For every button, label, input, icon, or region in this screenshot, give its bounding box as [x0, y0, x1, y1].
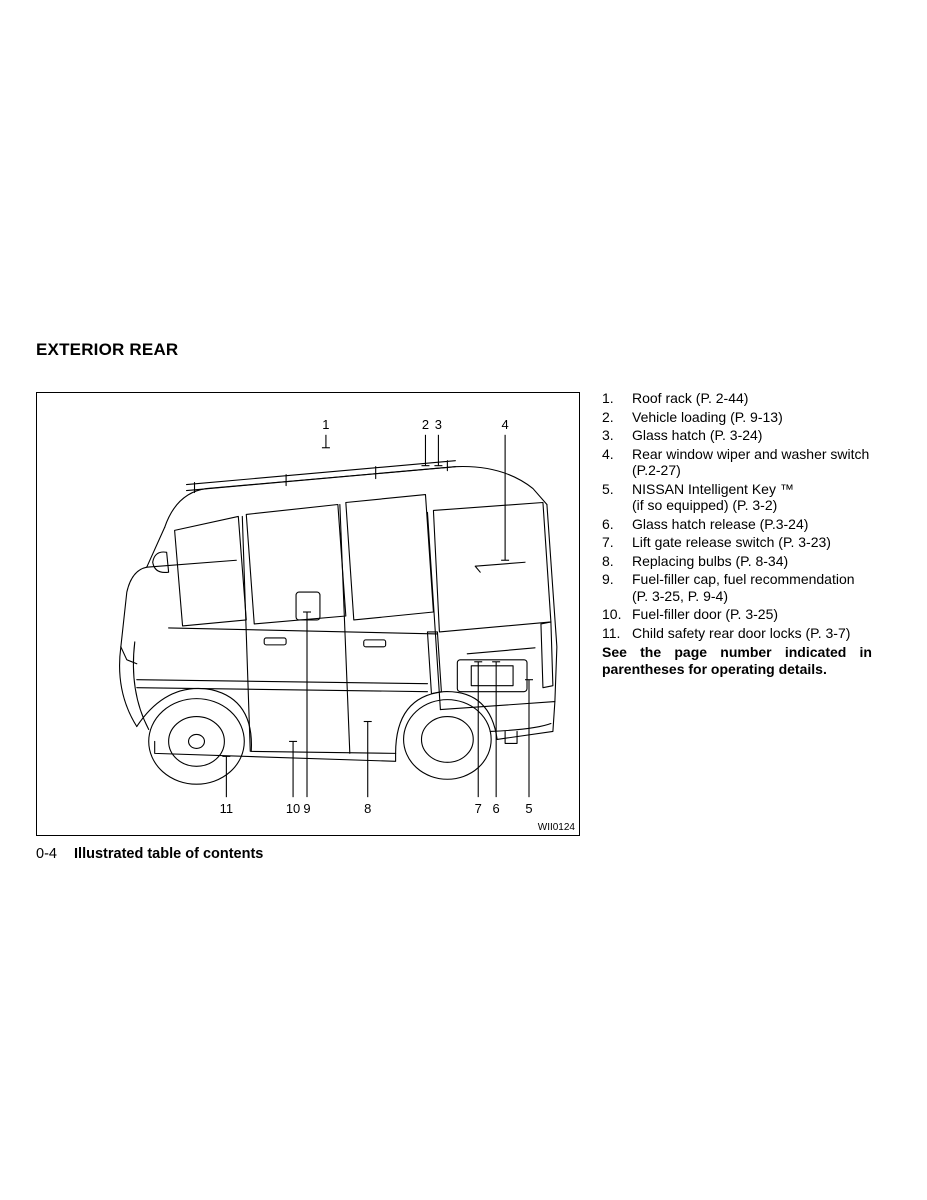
legend-item: 10.Fuel-filler door (P. 3-25) [602, 606, 872, 623]
legend-item-text: Lift gate release switch (P. 3-23) [632, 534, 872, 551]
callout-number: 5 [525, 801, 532, 816]
legend-item-number: 8. [602, 553, 632, 570]
legend-item-text: Roof rack (P. 2-44) [632, 390, 872, 407]
legend-item-text: Rear window wiper and washer switch (P.2… [632, 446, 872, 479]
legend-item: 8.Replacing bulbs (P. 8-34) [602, 553, 872, 570]
legend-item-number: 2. [602, 409, 632, 426]
vehicle-diagram: 1 23 4 11 109 8 76 5 [36, 392, 580, 836]
manual-page: EXTERIOR REAR 1 23 4 11 109 8 76 5 [0, 0, 927, 1200]
legend-item-number: 4. [602, 446, 632, 479]
legend-item: 2.Vehicle loading (P. 9-13) [602, 409, 872, 426]
legend-item-number: 6. [602, 516, 632, 533]
callout-number: 7 [475, 801, 482, 816]
legend-item: 7.Lift gate release switch (P. 3-23) [602, 534, 872, 551]
figure-code: WII0124 [538, 822, 575, 833]
legend-item-text: Child safety rear door locks (P. 3-7) [632, 625, 872, 642]
callout-number: 10 [286, 801, 300, 816]
legend-item-text: Fuel-filler cap, fuel recommendation (P.… [632, 571, 872, 604]
legend-item-text: Glass hatch (P. 3-24) [632, 427, 872, 444]
legend-list: 1.Roof rack (P. 2-44)2.Vehicle loading (… [602, 390, 872, 677]
callout-number: 6 [493, 801, 500, 816]
callout-number: 2 [422, 417, 429, 432]
legend-item: 1.Roof rack (P. 2-44) [602, 390, 872, 407]
callout-number: 4 [502, 417, 509, 432]
legend-item-number: 9. [602, 571, 632, 604]
vehicle-svg: 1 23 4 11 109 8 76 5 [37, 393, 579, 835]
callout-number: 9 [303, 801, 310, 816]
page-footer: 0-4 Illustrated table of contents [36, 846, 263, 862]
chapter-title: Illustrated table of contents [74, 846, 263, 862]
legend-item-number: 10. [602, 606, 632, 623]
legend-note: See the page number indicated in parenth… [602, 644, 872, 677]
legend-item-number: 3. [602, 427, 632, 444]
section-title: EXTERIOR REAR [36, 340, 178, 360]
callout-number: 1 [322, 417, 329, 432]
legend-item: 11.Child safety rear door locks (P. 3-7) [602, 625, 872, 642]
legend-item: 3.Glass hatch (P. 3-24) [602, 427, 872, 444]
legend-item: 6.Glass hatch release (P.3-24) [602, 516, 872, 533]
legend-item: 5.NISSAN Intelligent Key ™ (if so equipp… [602, 481, 872, 514]
legend-item-text: Replacing bulbs (P. 8-34) [632, 553, 872, 570]
callout-number: 8 [364, 801, 371, 816]
legend-item-text: NISSAN Intelligent Key ™ (if so equipped… [632, 481, 872, 514]
legend-item-text: Glass hatch release (P.3-24) [632, 516, 872, 533]
callout-number: 3 [435, 417, 442, 432]
legend-item: 4.Rear window wiper and washer switch (P… [602, 446, 872, 479]
legend-item: 9.Fuel-filler cap, fuel recommendation (… [602, 571, 872, 604]
legend-item-number: 1. [602, 390, 632, 407]
legend-item-number: 11. [602, 625, 632, 642]
legend-item-text: Vehicle loading (P. 9-13) [632, 409, 872, 426]
legend-item-text: Fuel-filler door (P. 3-25) [632, 606, 872, 623]
callout-number: 11 [220, 801, 233, 816]
legend-item-number: 7. [602, 534, 632, 551]
page-number: 0-4 [36, 846, 70, 862]
legend-item-number: 5. [602, 481, 632, 514]
